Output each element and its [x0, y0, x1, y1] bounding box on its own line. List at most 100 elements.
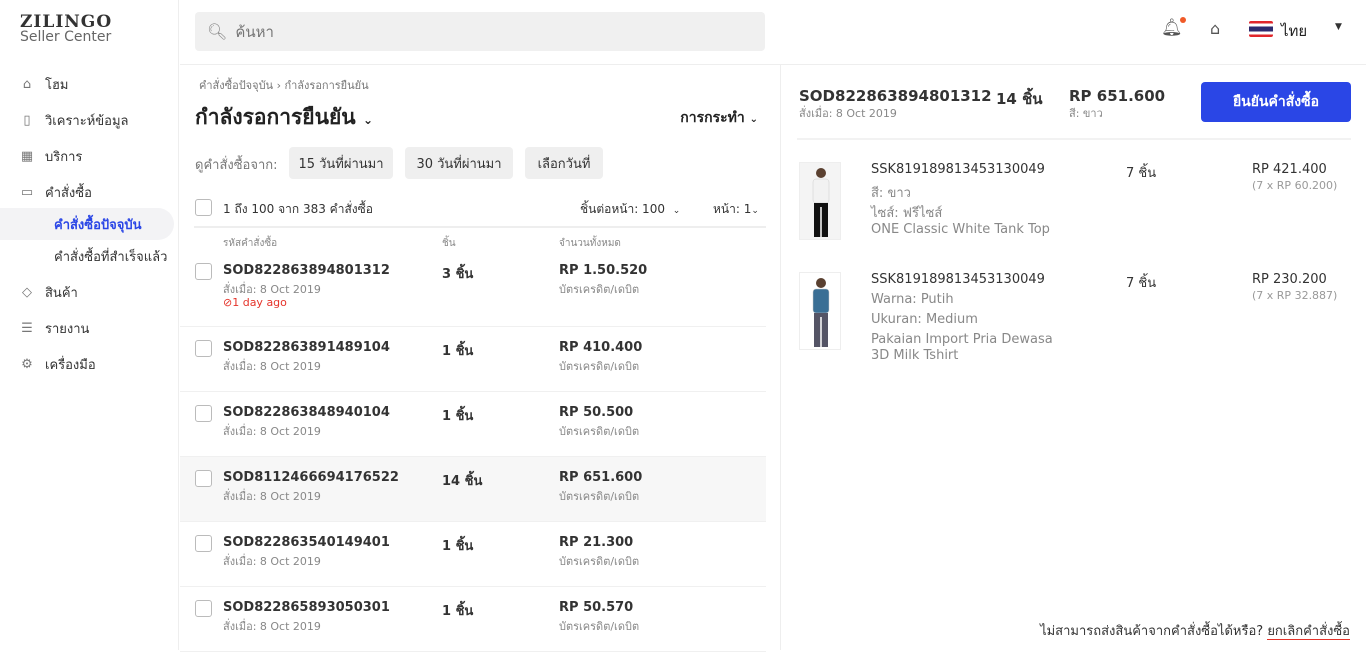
- filter-choose-date[interactable]: เลือกวันที่: [525, 147, 603, 179]
- detail-color: สี: ขาว: [1069, 107, 1103, 120]
- order-id[interactable]: SOD822863891489104: [223, 340, 390, 355]
- detail-order-id: SOD822863894801312: [799, 87, 992, 105]
- row-checkbox[interactable]: [195, 405, 212, 422]
- sidebar-item-tools[interactable]: ⚙ เครื่องมือ: [0, 348, 179, 380]
- row-checkbox[interactable]: [195, 600, 212, 617]
- column-header-qty: ชิ้น: [442, 238, 456, 249]
- sidebar-item-analytics[interactable]: ▯ วิเคราะห์ข้อมูล: [0, 104, 179, 136]
- chevron-down-icon[interactable]: ▼: [1335, 22, 1342, 32]
- detail-order-date: สั่งเมื่อ: 8 Oct 2019: [799, 107, 897, 120]
- late-text: 1 day ago: [232, 296, 287, 309]
- report-icon: ☰: [21, 320, 33, 336]
- store-icon[interactable]: ⌂: [1210, 19, 1221, 38]
- search-input[interactable]: [235, 22, 736, 41]
- order-amount: RP 50.570: [559, 600, 634, 615]
- payment-method: บัตรเครดิต/เดบิต: [559, 283, 640, 296]
- order-date: สั่งเมื่อ: 8 Oct 2019: [223, 620, 321, 633]
- chart-icon: ▯: [23, 112, 31, 128]
- sidebar-item-label: คำสั่งซื้อ: [45, 185, 92, 201]
- thai-flag-icon[interactable]: [1249, 21, 1273, 37]
- sidebar-item-label: วิเคราะห์ข้อมูล: [45, 113, 129, 129]
- logo[interactable]: ZILINGO: [20, 12, 113, 32]
- order-row[interactable]: SOD8112466694176522 สั่งเมื่อ: 8 Oct 201…: [180, 457, 766, 522]
- chevron-down-icon: ⌄: [362, 113, 374, 127]
- order-id[interactable]: SOD822863540149401: [223, 535, 390, 550]
- row-checkbox[interactable]: [195, 470, 212, 487]
- page-title-text: กำลังรอการยืนยัน: [195, 105, 356, 129]
- detail-amount: RP 651.600: [1069, 87, 1166, 105]
- order-date: สั่งเมื่อ: 8 Oct 2019: [223, 555, 321, 568]
- order-id[interactable]: SOD822863848940104: [223, 405, 390, 420]
- order-date: สั่งเมื่อ: 8 Oct 2019: [223, 360, 321, 373]
- chevron-down-icon: ⌄: [751, 206, 759, 216]
- sidebar-item-reports[interactable]: ☰ รายงาน: [0, 312, 179, 344]
- cant-ship-note: ไม่สามารถส่งสินค้าจากคำสั่งซื้อได้หรือ? …: [1040, 620, 1350, 641]
- row-checkbox[interactable]: [195, 340, 212, 357]
- order-date: สั่งเมื่อ: 8 Oct 2019: [223, 283, 321, 296]
- order-row[interactable]: SOD822863891489104 สั่งเมื่อ: 8 Oct 2019…: [180, 327, 766, 392]
- action-menu[interactable]: การกระทำ ⌄: [680, 107, 758, 129]
- chevron-down-icon: ⌄: [672, 206, 681, 216]
- orders-icon: ▭: [20, 184, 34, 200]
- order-amount: RP 21.300: [559, 535, 634, 550]
- sidebar-item-products[interactable]: ◇ สินค้า: [0, 276, 179, 308]
- tag-icon: ◇: [22, 284, 32, 300]
- payment-method: บัตรเครดิต/เดบิต: [559, 425, 640, 438]
- page-select[interactable]: หน้า: 1⌄: [713, 200, 759, 219]
- item-sku: SSK819189813453130049: [871, 162, 1045, 177]
- cancel-order-link[interactable]: ยกเลิกคำสั่งซื้อ: [1267, 624, 1350, 640]
- order-id[interactable]: SOD822865893050301: [223, 600, 390, 615]
- sidebar-item-orders[interactable]: ▭ คำสั่งซื้อ: [0, 176, 179, 208]
- payment-method: บัตรเครดิต/เดบิต: [559, 620, 640, 633]
- per-page-select[interactable]: ชิ้นต่อหน้า: 100 ⌄: [580, 200, 680, 219]
- home-icon: ⌂: [22, 76, 32, 92]
- order-row[interactable]: SOD822863848940104 สั่งเมื่อ: 8 Oct 2019…: [180, 392, 766, 457]
- order-id[interactable]: SOD822863894801312: [223, 263, 390, 278]
- divider: [180, 64, 1366, 65]
- item-unit-price: (7 x RP 60.200): [1252, 179, 1338, 192]
- logo-subtitle: Seller Center: [20, 29, 112, 45]
- item-unit-price: (7 x RP 32.887): [1252, 289, 1338, 302]
- order-date: สั่งเมื่อ: 8 Oct 2019: [223, 425, 321, 438]
- sidebar-item-services[interactable]: ▦ บริการ: [0, 140, 179, 172]
- item-sku: SSK819189813453130049: [871, 272, 1045, 287]
- sidebar-item-label: รายงาน: [45, 321, 90, 337]
- order-row[interactable]: SOD822863540149401 สั่งเมื่อ: 8 Oct 2019…: [180, 522, 766, 587]
- select-all-checkbox[interactable]: [195, 199, 212, 216]
- language-selector[interactable]: ไทย: [1281, 22, 1308, 40]
- chevron-down-icon: ⌄: [749, 114, 758, 125]
- payment-method: บัตรเครดิต/เดบิต: [559, 555, 640, 568]
- filter-30-days[interactable]: 30 วันที่ผ่านมา: [405, 147, 513, 179]
- bell-icon[interactable]: 🔔︎: [1161, 18, 1183, 38]
- order-row[interactable]: SOD822865893050301 สั่งเมื่อ: 8 Oct 2019…: [180, 587, 766, 652]
- orders-list-panel: คำสั่งซื้อปัจจุบัน › กำลังรอการยืนยัน กำ…: [180, 65, 781, 652]
- item-attribute: ONE Classic White Tank Top: [871, 222, 1050, 237]
- column-header-total: จำนวนทั้งหมด: [559, 238, 621, 249]
- sidebar-item-label: เครื่องมือ: [45, 357, 96, 373]
- order-amount: RP 410.400: [559, 340, 643, 355]
- payment-method: บัตรเครดิต/เดบิต: [559, 360, 640, 373]
- sidebar-item-current-orders[interactable]: คำสั่งซื้อปัจจุบัน: [0, 208, 174, 240]
- filter-15-days[interactable]: 15 วันที่ผ่านมา: [289, 147, 393, 179]
- product-image[interactable]: [799, 272, 841, 350]
- item-qty: 7 ชิ้น: [1126, 166, 1157, 181]
- order-row[interactable]: SOD822863894801312 สั่งเมื่อ: 8 Oct 2019…: [180, 250, 766, 327]
- search-bar[interactable]: 🔍︎: [195, 12, 765, 51]
- order-id[interactable]: SOD8112466694176522: [223, 470, 399, 485]
- order-amount: RP 50.500: [559, 405, 634, 420]
- page-title[interactable]: กำลังรอการยืนยัน ⌄: [195, 101, 373, 134]
- action-label: การกระทำ: [680, 110, 745, 126]
- confirm-order-button[interactable]: ยืนยันคำสั่งซื้อ: [1201, 82, 1351, 122]
- divider: [797, 138, 1351, 140]
- order-qty: 1 ชิ้น: [442, 539, 474, 554]
- sidebar: ZILINGO Seller Center ⌂ โฮม ▯ วิเคราะห์ข้อ…: [0, 0, 179, 650]
- item-attribute: Pakaian Import Pria Dewasa: [871, 332, 1053, 347]
- order-amount: RP 1.50.520: [559, 263, 648, 278]
- sidebar-item-completed-orders[interactable]: คำสั่งซื้อที่สำเร็จแล้ว: [54, 249, 168, 265]
- row-checkbox[interactable]: [195, 535, 212, 552]
- row-checkbox[interactable]: [195, 263, 212, 280]
- breadcrumb[interactable]: คำสั่งซื้อปัจจุบัน › กำลังรอการยืนยัน: [199, 79, 369, 92]
- item-attribute: Ukuran: Medium: [871, 312, 978, 327]
- product-image[interactable]: [799, 162, 841, 240]
- sidebar-item-home[interactable]: ⌂ โฮม: [0, 68, 179, 100]
